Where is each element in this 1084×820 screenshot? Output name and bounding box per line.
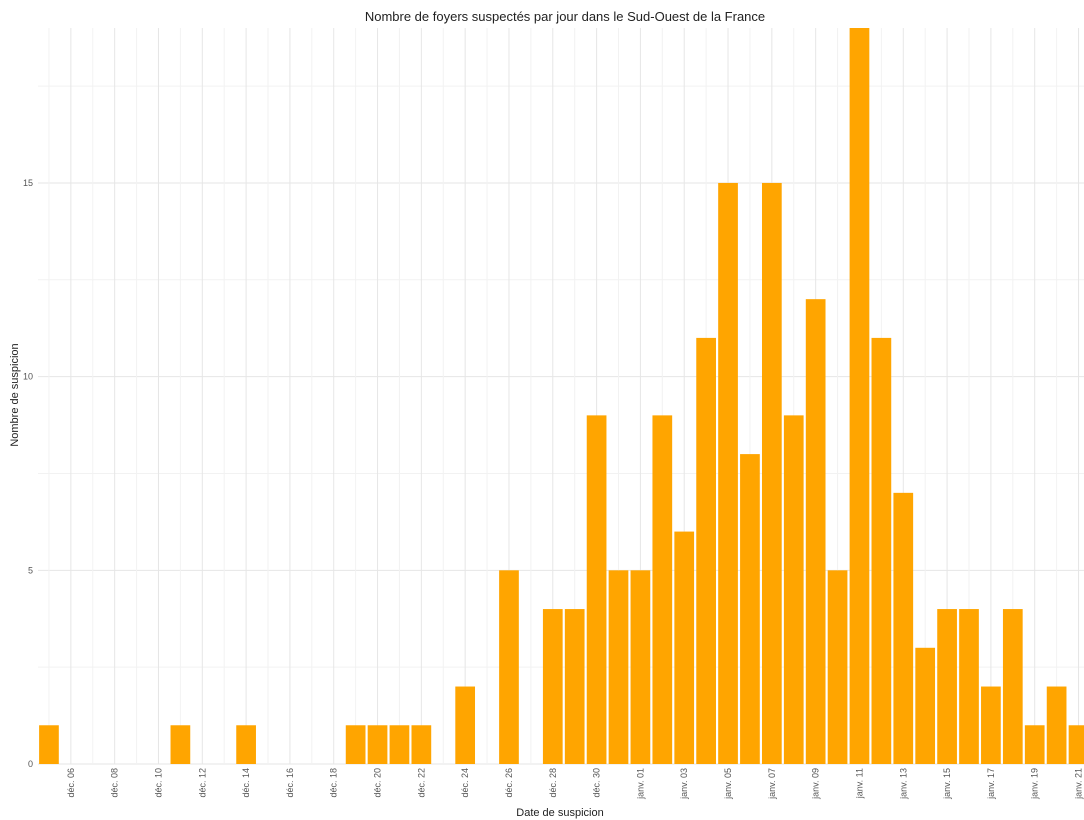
bar-d-c-19 [345, 725, 366, 764]
bar-janv-21 [1068, 725, 1084, 764]
x-tick-label: déc. 16 [285, 768, 295, 798]
bar-janv-08 [783, 415, 804, 764]
bar-janv-06 [740, 454, 760, 764]
bar-d-c-11 [170, 725, 191, 764]
bar-janv-05 [718, 182, 738, 764]
y-axis-ticks: 0 5 10 15 [23, 178, 33, 769]
bar-janv-19 [1024, 725, 1045, 764]
x-tick-label: déc. 26 [504, 768, 514, 798]
x-tick-label: janv. 13 [898, 768, 908, 800]
bar-janv-12 [871, 337, 892, 764]
bar-d-c-28 [542, 609, 563, 764]
bar-janv-17 [981, 686, 1001, 764]
x-axis-ticks: déc. 06 déc. 08 déc. 10 déc. 12 déc. 14 déc. … [66, 768, 1084, 800]
x-tick-label: déc. 06 [66, 768, 76, 798]
x-tick-label: déc. 30 [592, 768, 602, 798]
x-tick-label: déc. 12 [197, 768, 207, 798]
bar-janv-04 [696, 337, 716, 764]
x-tick-label: déc. 10 [153, 768, 163, 798]
chart-title: Nombre de foyers suspectés par jour dans… [365, 9, 765, 24]
bar-janv-01 [630, 570, 651, 764]
x-tick-label: déc. 20 [373, 768, 383, 798]
x-tick-label: janv. 05 [723, 768, 733, 800]
bar-janv-13 [893, 492, 914, 764]
bar-janv-11 [849, 28, 870, 764]
x-tick-label: déc. 22 [416, 768, 426, 798]
x-tick-label: janv. 21 [1074, 768, 1084, 800]
x-tick-label: déc. 28 [548, 768, 558, 798]
x-tick-label: janv. 09 [811, 768, 821, 800]
bar-janv-20 [1046, 686, 1067, 764]
bar-janv-02 [652, 415, 673, 764]
x-tick-label: janv. 15 [942, 768, 952, 800]
x-axis-title: Date de suspicion [516, 807, 603, 819]
x-tick-label: janv. 01 [635, 768, 645, 800]
x-tick-label: janv. 07 [767, 768, 777, 800]
bars [39, 28, 1084, 764]
bar-janv-15 [937, 609, 957, 764]
x-tick-label: janv. 11 [854, 768, 864, 799]
bar-janv-07 [761, 182, 782, 764]
bar-d-c-31 [608, 570, 629, 764]
bar-d-c-29 [564, 609, 585, 764]
bar-janv-18 [1002, 609, 1023, 764]
x-tick-label: janv. 17 [986, 768, 996, 800]
bar-janv-03 [674, 531, 695, 764]
y-tick-label: 10 [23, 372, 33, 382]
bar-d-c-22 [411, 725, 432, 764]
x-tick-label: janv. 03 [679, 768, 689, 800]
bar-janv-09 [805, 299, 826, 764]
bar-janv-16 [959, 609, 979, 764]
bar-d-c-30 [586, 415, 607, 764]
bar-d-c-20 [367, 725, 388, 764]
y-tick-label: 15 [23, 178, 33, 188]
x-tick-label: déc. 18 [329, 768, 339, 798]
bar-d-c-21 [389, 725, 410, 764]
bar-d-c-24 [455, 686, 476, 764]
x-tick-label: déc. 24 [460, 768, 470, 798]
bar-d-c-26 [499, 570, 519, 764]
y-tick-label: 5 [28, 565, 33, 575]
y-axis-title: Nombre de suspicion [9, 343, 21, 446]
bar-janv-14 [915, 647, 936, 764]
bar-janv-10 [827, 570, 848, 764]
x-tick-label: janv. 19 [1030, 768, 1040, 800]
x-tick-label: déc. 14 [241, 768, 251, 798]
y-tick-label: 0 [28, 759, 33, 769]
x-tick-label: déc. 08 [110, 768, 120, 798]
bar-d-c-05 [39, 725, 59, 764]
bar-d-c-14 [236, 725, 256, 764]
